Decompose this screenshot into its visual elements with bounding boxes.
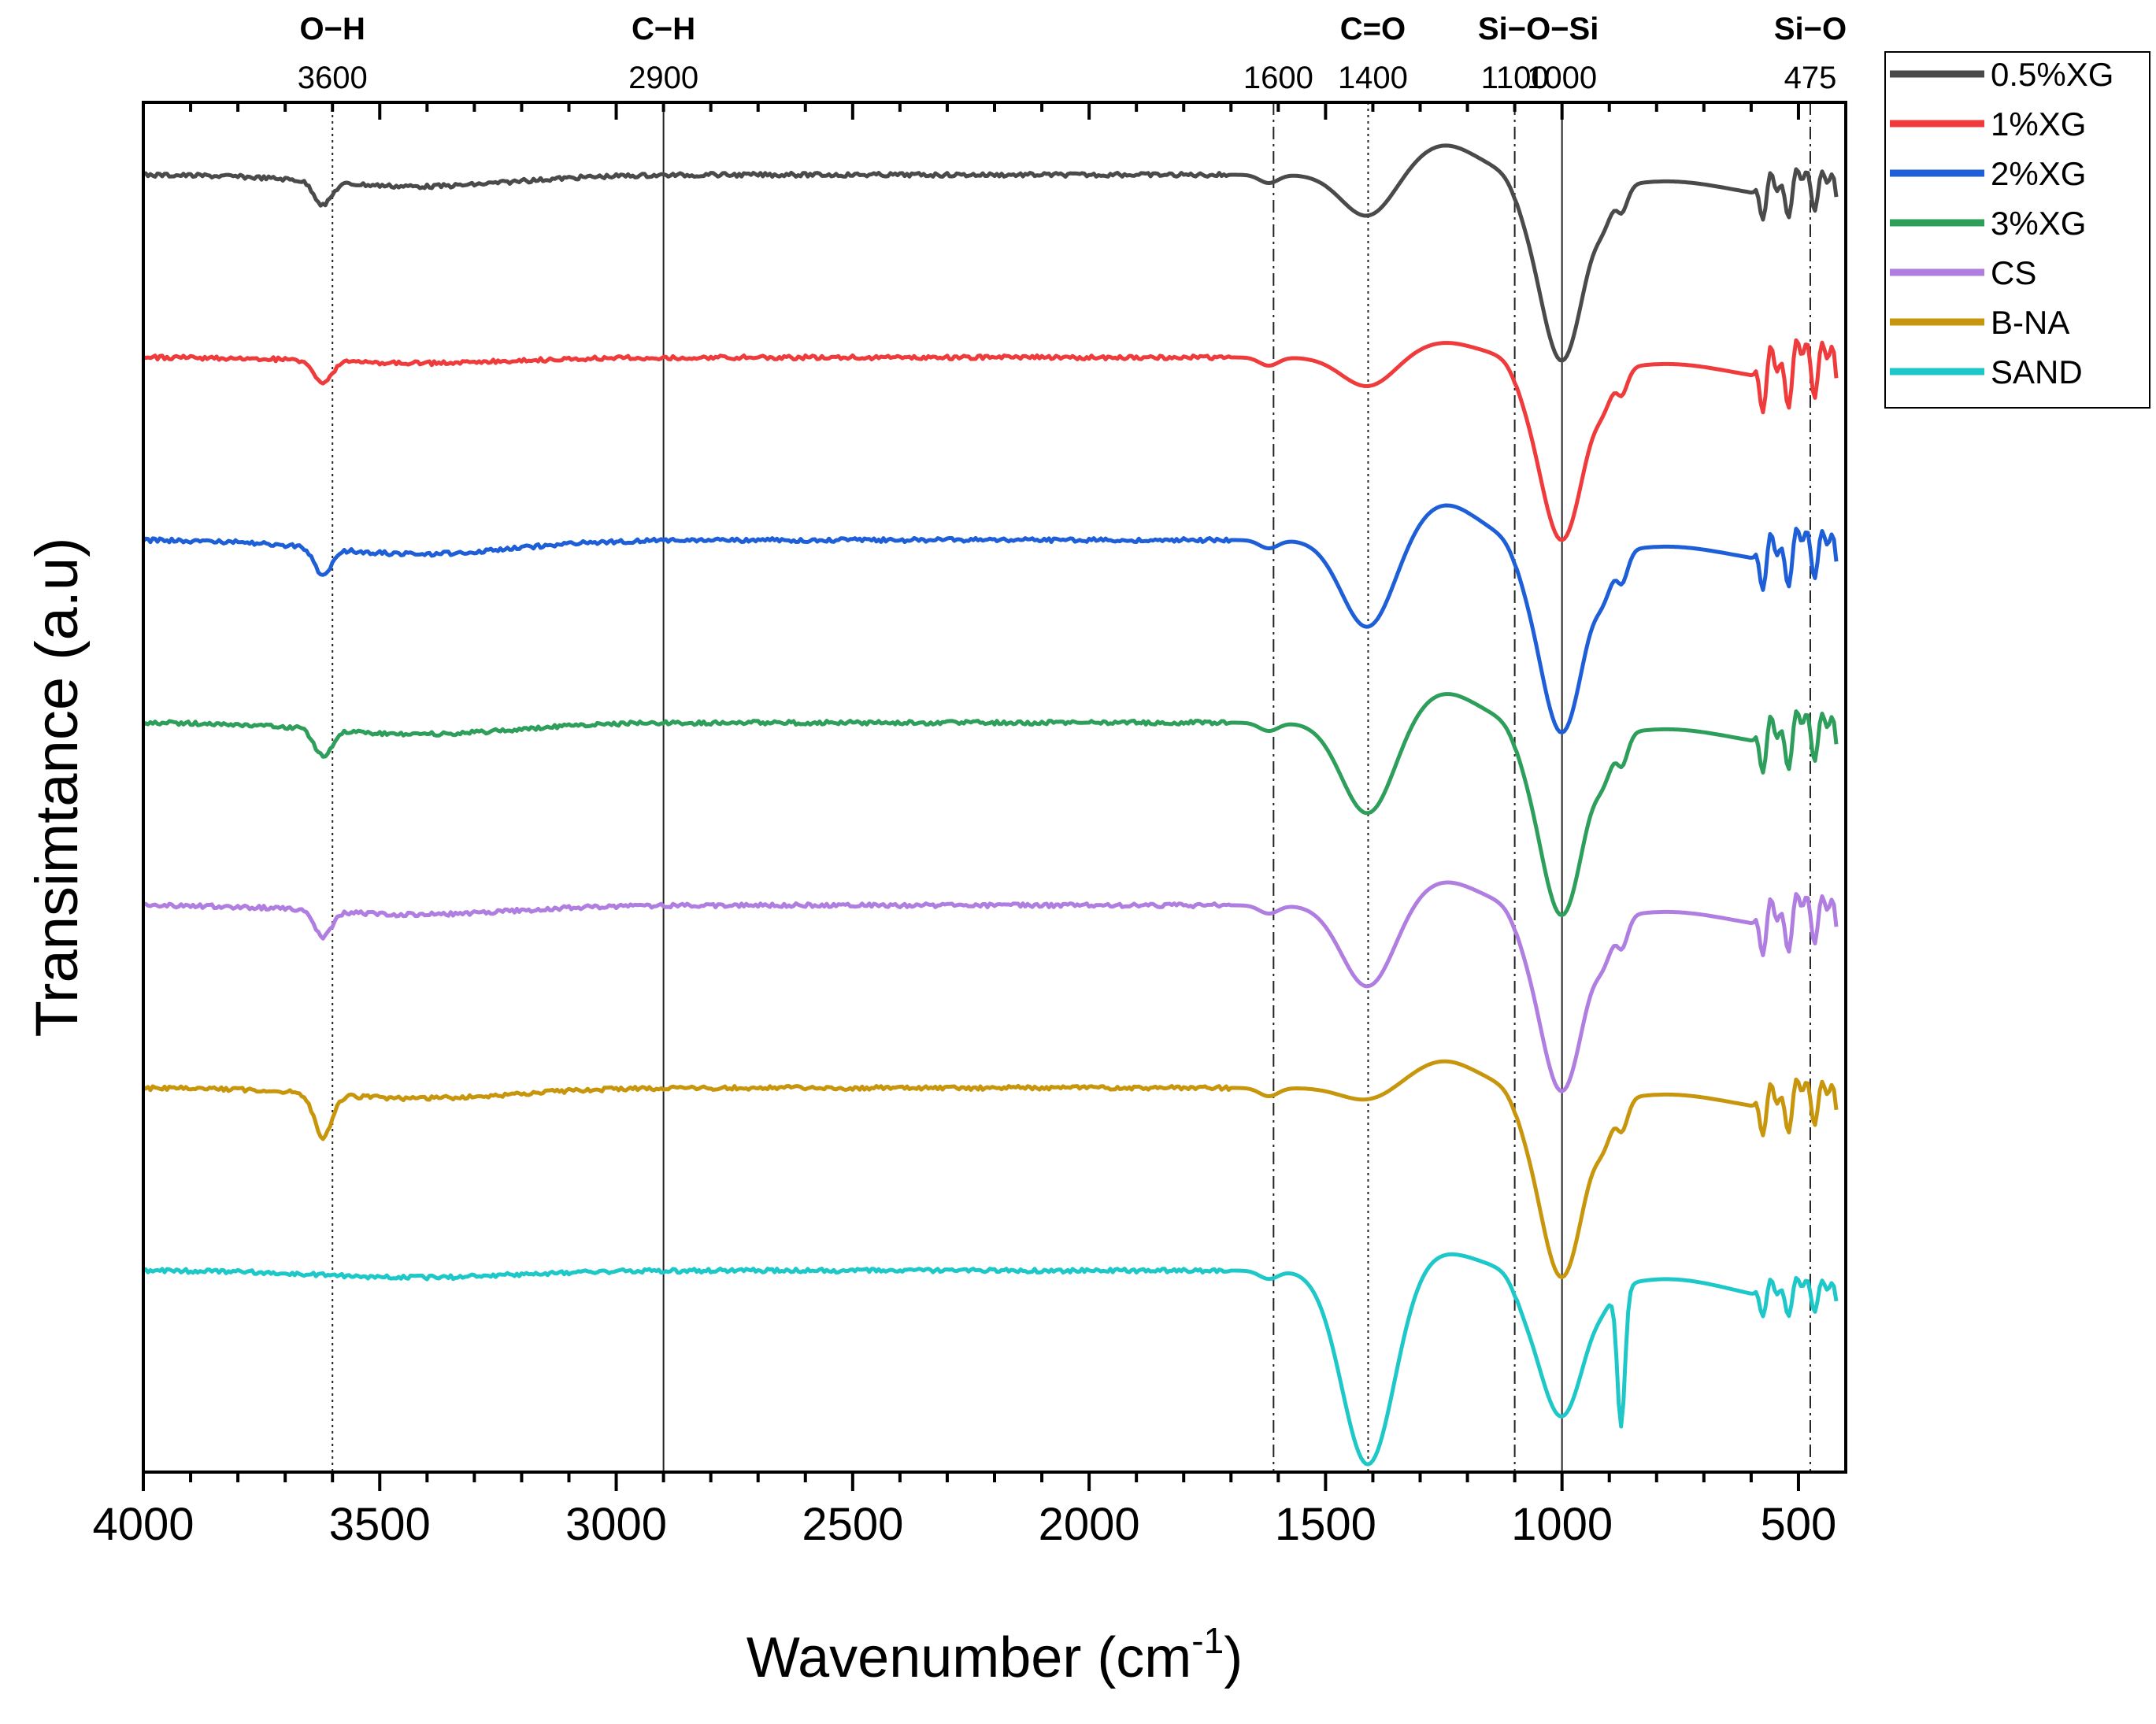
top-tick-label-1400: 1400 [1338, 61, 1408, 95]
x-axis-label-superscript: -1 [1191, 1620, 1224, 1661]
x-tick-label-4000: 4000 [92, 1499, 194, 1550]
x-axis-label-main: Wavenumber (cm [746, 1626, 1191, 1689]
spectra-series [142, 143, 1839, 1467]
x-tick-label-500: 500 [1761, 1499, 1837, 1550]
band-label-475: Si−O [1774, 12, 1847, 46]
series-line-B-NA [142, 1059, 1839, 1279]
x-axis-ticks: 4000 3500 3000 2500 2000 1500 1000 500 [92, 1472, 1836, 1550]
plot-frame [142, 101, 1847, 1474]
x-axis-label: Wavenumber (cm-1) [746, 1620, 1243, 1689]
x-tick-label-3500: 3500 [329, 1499, 431, 1550]
legend-frame [1884, 51, 2150, 409]
legend-label-SAND: SAND [1991, 353, 2083, 390]
legend-label-1%XG: 1%XG [1991, 105, 2086, 142]
band-label-1050: Si−O−Si [1478, 12, 1598, 46]
legend-label-CS: CS [1991, 254, 2036, 291]
band-labels: O−H C−H C=O Si−O−Si Si−O [300, 12, 1847, 46]
x-axis-label-close: ) [1224, 1626, 1243, 1689]
series-line-0.5%XG [143, 143, 1839, 363]
band-label-2900: C−H [632, 12, 695, 46]
series-line-CS [143, 880, 1839, 1093]
legend-label-2%XG: 2%XG [1991, 155, 2086, 192]
top-tick-label-2900: 2900 [628, 61, 698, 95]
top-tick-label-1000: 1000 [1527, 61, 1597, 95]
x-tick-label-1500: 1500 [1275, 1499, 1376, 1550]
band-label-1400: C=O [1340, 12, 1406, 46]
top-tick-label-1600: 1600 [1243, 61, 1313, 95]
reference-lines [332, 102, 1811, 1472]
series-line-3%XG [143, 692, 1839, 918]
legend-label-3%XG: 3%XG [1991, 205, 2086, 242]
x-tick-label-3000: 3000 [565, 1499, 667, 1550]
legend-label-B-NA: B-NA [1991, 304, 2069, 341]
legend-label-0.5%XG: 0.5%XG [1991, 56, 2113, 93]
series-line-SAND [142, 1252, 1839, 1467]
legend: 0.5%XG 1%XG 2%XG 3%XG CS B-NA SAND [1884, 51, 2150, 409]
top-tick-label-1100: 1100 [1481, 61, 1549, 95]
top-tick-label-3600: 3600 [298, 61, 368, 95]
series-line-1%XG [143, 338, 1839, 542]
band-label-3600: O−H [300, 12, 365, 46]
top-tick-label-475: 475 [1784, 61, 1837, 95]
series-line-2%XG [142, 503, 1839, 735]
x-tick-label-2500: 2500 [802, 1499, 903, 1550]
y-axis-label: Transimtance (a.u) [24, 538, 91, 1038]
x-tick-label-1000: 1000 [1511, 1499, 1613, 1550]
x-tick-label-2000: 2000 [1039, 1499, 1140, 1550]
